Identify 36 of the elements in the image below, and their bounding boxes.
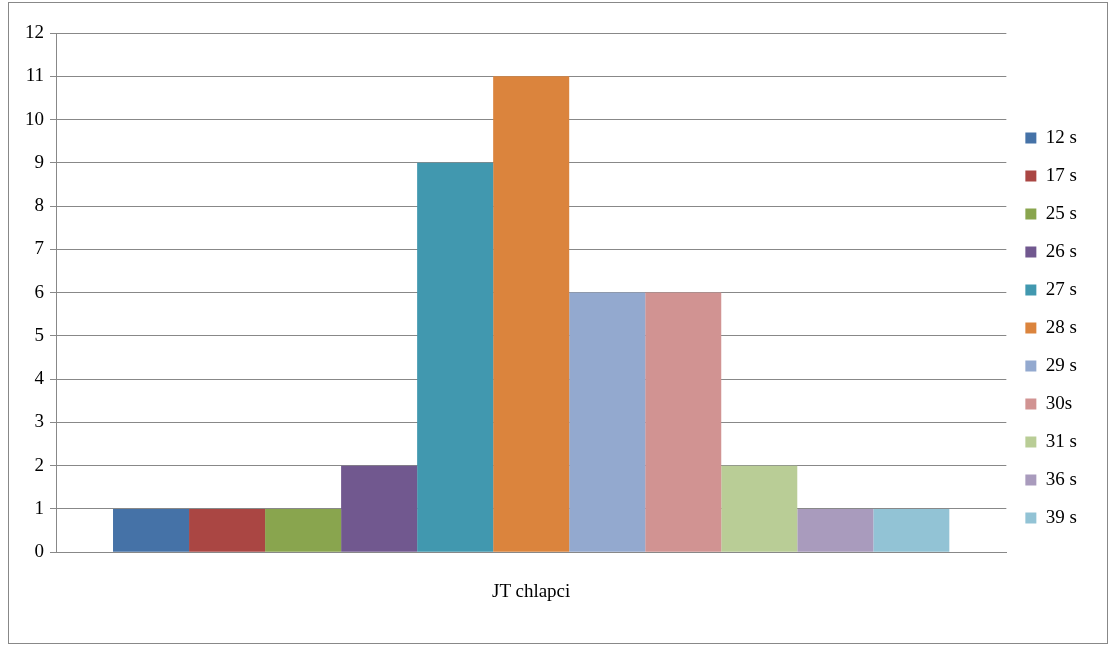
bar	[189, 508, 266, 552]
legend-label: 26 s	[1045, 239, 1078, 261]
bar	[341, 465, 418, 552]
y-tick-label: 0	[34, 540, 44, 562]
y-tick-label: 2	[34, 453, 44, 475]
y-tick-label: 5	[34, 323, 44, 345]
y-tick-label: 11	[25, 64, 44, 86]
legend-label: 29 s	[1045, 353, 1078, 375]
bar	[569, 292, 646, 552]
legend-label: 12 s	[1045, 125, 1078, 147]
legend-label: 30s	[1045, 391, 1073, 413]
legend-label: 28 s	[1045, 315, 1078, 337]
x-tick-label: JT chlapci	[492, 579, 571, 601]
y-tick-label: 8	[34, 194, 44, 216]
y-tick-label: 4	[34, 367, 45, 389]
y-tick-label: 1	[34, 496, 44, 518]
bar	[645, 292, 722, 552]
legend-label: 36 s	[1045, 467, 1078, 489]
y-tick-label: 6	[34, 280, 44, 302]
legend-label: 27 s	[1045, 277, 1078, 299]
legend-label: 25 s	[1045, 201, 1078, 223]
legend-label: 31 s	[1045, 429, 1078, 451]
y-tick-label: 7	[34, 237, 44, 259]
y-tick-label: 12	[25, 20, 44, 42]
bar	[873, 508, 950, 552]
bar	[417, 162, 494, 552]
bar	[721, 465, 798, 552]
bar	[113, 508, 190, 552]
y-tick-label: 9	[34, 150, 44, 172]
bar	[265, 508, 342, 552]
bar	[797, 508, 874, 552]
y-tick-label: 10	[25, 107, 44, 129]
legend-label: 39 s	[1045, 505, 1078, 527]
legend-label: 17 s	[1045, 163, 1078, 185]
y-tick-label: 3	[34, 410, 44, 432]
bar	[493, 76, 570, 552]
